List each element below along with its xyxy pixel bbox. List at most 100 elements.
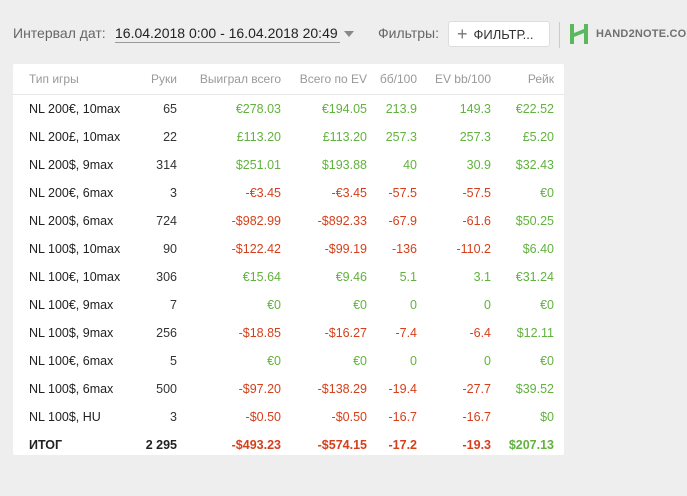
table-header-row: Тип игры Руки Выиграл всего Всего по EV … [13, 64, 564, 95]
table-row[interactable]: NL 200€, 6max 3 -€3.45 -€3.45 -57.5 -57.5 €0 [13, 178, 564, 206]
cell-bb100: 40 [403, 158, 417, 172]
cell-hands: 90 [163, 242, 177, 256]
cell-ev-total: -$892.33 [317, 214, 367, 228]
cell-ev-total: -€3.45 [331, 186, 367, 200]
cell-ev-bb100: -57.5 [462, 186, 492, 200]
table-row[interactable]: NL 200£, 10max 22 £113.20 £113.20 257.3 257.3… [13, 122, 564, 150]
cell-ev-total: -$574.15 [317, 438, 367, 452]
table-row[interactable]: NL 100$, 10max 90 -$122.42 -$99.19 -136 -110.… [13, 234, 564, 262]
cell-game-type: ИТОГ [29, 438, 63, 452]
cell-bb100: -57.5 [388, 186, 418, 200]
toolbar: Интервал дат: 16.04.2018 0:00 - 16.04.20… [0, 0, 687, 64]
cell-ev-total: -$0.50 [331, 410, 367, 424]
cell-bb100: -136 [391, 242, 417, 256]
cell-won-total: €15.64 [242, 270, 281, 284]
column-header-won-total[interactable]: Выиграл всего [187, 64, 291, 95]
column-header-bb100[interactable]: бб/100 [377, 64, 427, 95]
cell-ev-total: -$138.29 [317, 382, 367, 396]
hand2note-logo-icon [570, 24, 588, 44]
cell-rake: $50.25 [515, 214, 554, 228]
cell-won-total: €0 [267, 298, 281, 312]
table-row[interactable]: NL 200$, 6max 724 -$982.99 -$892.33 -67.9 -61… [13, 206, 564, 234]
filters-label: Фильтры: [378, 25, 439, 41]
cell-hands: 3 [170, 410, 177, 424]
cell-ev-bb100: 3.1 [473, 270, 491, 284]
cell-won-total: -$122.42 [231, 242, 281, 256]
date-interval-label: Интервал дат: [13, 25, 106, 41]
cell-rake: €0 [540, 186, 554, 200]
cell-hands: 500 [156, 382, 177, 396]
results-table: Тип игры Руки Выиграл всего Всего по EV … [13, 64, 564, 458]
cell-ev-total: €0 [353, 354, 367, 368]
toolbar-divider [559, 22, 560, 48]
cell-hands: 5 [170, 354, 177, 368]
cell-game-type: NL 100$, 10max [29, 242, 121, 256]
date-range-dropdown[interactable]: 16.04.2018 0:00 - 16.04.2018 20:49 [115, 25, 340, 43]
table-row[interactable]: NL 100€, 10max 306 €15.64 €9.46 5.1 3.1 €31.24 [13, 262, 564, 290]
cell-game-type: NL 100€, 9max [29, 298, 114, 312]
cell-ev-total: -$16.27 [324, 326, 367, 340]
cell-ev-bb100: 30.9 [466, 158, 491, 172]
cell-bb100: 5.1 [399, 270, 417, 284]
cell-won-total: -$97.20 [238, 382, 281, 396]
column-header-rake[interactable]: Рейк [501, 64, 564, 95]
table-row[interactable]: NL 200€, 10max 65 €278.03 €194.05 213.9 149.3… [13, 94, 564, 122]
hand2note-logo: HAND2NOTE.CO [569, 23, 686, 45]
table-row[interactable]: NL 100$, HU 3 -$0.50 -$0.50 -16.7 -16.7 $0 [13, 402, 564, 430]
cell-rake: €0 [540, 298, 554, 312]
cell-bb100: -16.7 [388, 410, 418, 424]
cell-bb100: -19.4 [388, 382, 418, 396]
plus-icon: + [457, 24, 468, 44]
cell-hands: 3 [170, 186, 177, 200]
cell-ev-bb100: -110.2 [456, 242, 491, 256]
total-row[interactable]: ИТОГ 2 295 -$493.23 -$574.15 -17.2 -19.3 $207.… [13, 430, 564, 458]
table-row[interactable]: NL 100$, 9max 256 -$18.85 -$16.27 -7.4 -6.4 $1… [13, 318, 564, 346]
cell-game-type: NL 200$, 9max [29, 158, 114, 172]
results-table-card: Тип игры Руки Выиграл всего Всего по EV … [13, 64, 564, 455]
cell-ev-bb100: 0 [484, 354, 491, 368]
cell-won-total: -$0.50 [245, 410, 281, 424]
cell-rake: €22.52 [515, 102, 554, 117]
add-filter-button[interactable]: + ФИЛЬТР... [448, 21, 550, 47]
column-header-ev-total[interactable]: Всего по EV [291, 64, 377, 95]
cell-bb100: -7.4 [395, 326, 417, 340]
table-row[interactable]: NL 200$, 9max 314 $251.01 $193.88 40 30.9 $32.… [13, 150, 564, 178]
cell-game-type: NL 200$, 6max [29, 214, 114, 228]
cell-rake: €0 [540, 354, 554, 368]
cell-ev-total: -$99.19 [324, 242, 367, 256]
cell-hands: 22 [163, 130, 177, 144]
cell-rake: $12.11 [516, 326, 554, 340]
cell-won-total: -$493.23 [231, 438, 281, 452]
cell-game-type: NL 100$, 6max [29, 382, 114, 396]
column-header-ev-bb100[interactable]: EV bb/100 [427, 64, 501, 95]
cell-rake: €31.24 [515, 270, 554, 284]
table-row[interactable]: NL 100€, 9max 7 €0 €0 0 0 €0 [13, 290, 564, 318]
add-filter-button-label: ФИЛЬТР... [473, 26, 534, 42]
column-header-hands[interactable]: Руки [135, 64, 187, 95]
cell-ev-bb100: 149.3 [459, 102, 491, 117]
cell-ev-bb100: 0 [484, 298, 491, 312]
cell-ev-bb100: -27.7 [462, 382, 492, 396]
table-row[interactable]: NL 100$, 6max 500 -$97.20 -$138.29 -19.4 -27.… [13, 374, 564, 402]
logo-text: HAND2NOTE.CO [596, 28, 687, 40]
table-row[interactable]: NL 100€, 6max 5 €0 €0 0 0 €0 [13, 346, 564, 374]
table-body: NL 200€, 10max 65 €278.03 €194.05 213.9 149.3… [13, 94, 564, 458]
cell-game-type: NL 200€, 6max [29, 186, 114, 200]
cell-won-total: $251.01 [235, 158, 281, 172]
cell-ev-bb100: 257.3 [459, 130, 491, 144]
chevron-down-icon[interactable] [344, 31, 354, 37]
cell-ev-bb100: -19.3 [462, 438, 492, 452]
cell-won-total: £113.20 [236, 130, 281, 144]
cell-bb100: -17.2 [388, 438, 418, 452]
cell-hands: 7 [170, 298, 177, 312]
cell-hands: 65 [163, 102, 177, 117]
cell-ev-total: €0 [353, 298, 367, 312]
cell-won-total: €0 [267, 354, 281, 368]
column-header-game-type[interactable]: Тип игры [13, 64, 135, 95]
cell-game-type: NL 100$, HU [29, 410, 101, 424]
cell-hands: 314 [156, 158, 177, 172]
cell-game-type: NL 100$, 9max [29, 326, 114, 340]
cell-won-total: -$982.99 [231, 214, 281, 228]
cell-rake: $0 [540, 410, 554, 424]
cell-hands: 256 [156, 326, 177, 340]
